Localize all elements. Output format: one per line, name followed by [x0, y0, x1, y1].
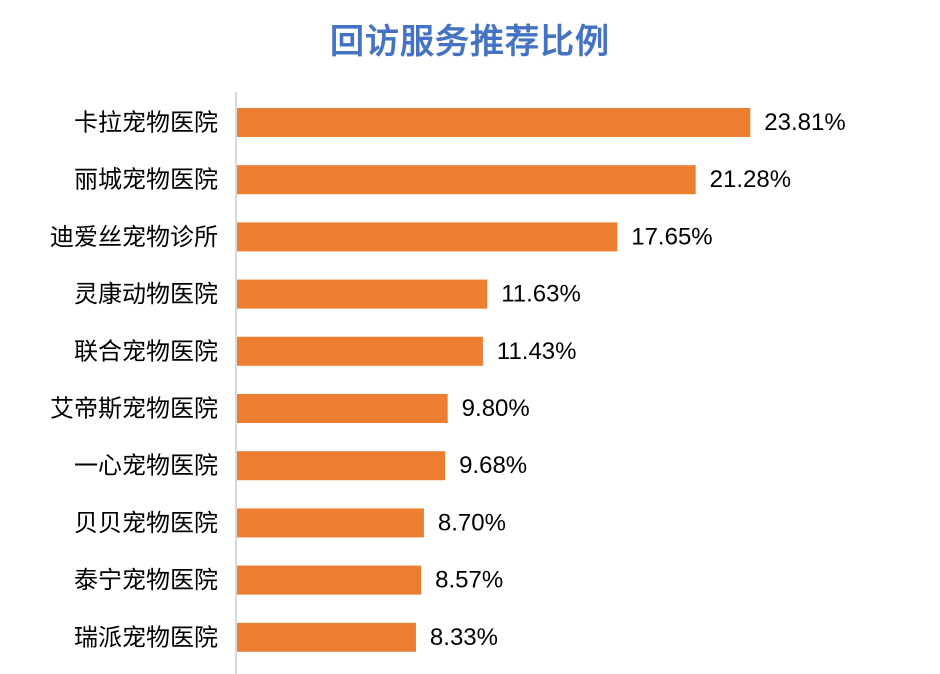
chart-title: 回访服务推荐比例 — [330, 22, 610, 62]
data-label: 9.80% — [462, 395, 530, 422]
bar — [236, 108, 751, 137]
category-label: 丽城宠物医院 — [74, 166, 218, 194]
data-label: 8.70% — [438, 509, 506, 536]
category-label: 迪爱丝宠物诊所 — [50, 223, 218, 251]
bars-layer: 卡拉宠物医院 23.81% 丽城宠物医院 21.28% 迪爱丝宠物诊所 17.65% 灵康动… — [50, 108, 846, 652]
category-label: 灵康动物医院 — [74, 280, 218, 308]
bar — [236, 451, 446, 481]
data-label: 8.57% — [435, 567, 503, 594]
data-label: 23.81% — [764, 109, 845, 136]
data-label: 8.33% — [430, 624, 498, 651]
category-label: 一心宠物医院 — [74, 452, 218, 480]
bar — [236, 622, 416, 652]
data-label: 21.28% — [710, 166, 791, 193]
category-label: 卡拉宠物医院 — [74, 109, 218, 137]
bar — [236, 222, 618, 252]
category-label: 瑞派宠物医院 — [74, 623, 218, 651]
category-label: 贝贝宠物医院 — [74, 509, 218, 537]
data-label: 11.63% — [501, 281, 581, 308]
category-label: 泰宁宠物医院 — [74, 566, 218, 594]
data-label: 17.65% — [631, 223, 712, 250]
bar — [236, 165, 696, 195]
category-label: 联合宠物医院 — [74, 337, 218, 365]
data-label: 11.43% — [497, 338, 577, 365]
bar — [236, 336, 483, 366]
bar — [236, 508, 424, 538]
bar — [236, 565, 422, 595]
data-label: 9.68% — [459, 452, 527, 479]
bar — [236, 279, 488, 309]
category-label: 艾帝斯宠物医院 — [50, 395, 218, 423]
bar — [236, 394, 448, 423]
